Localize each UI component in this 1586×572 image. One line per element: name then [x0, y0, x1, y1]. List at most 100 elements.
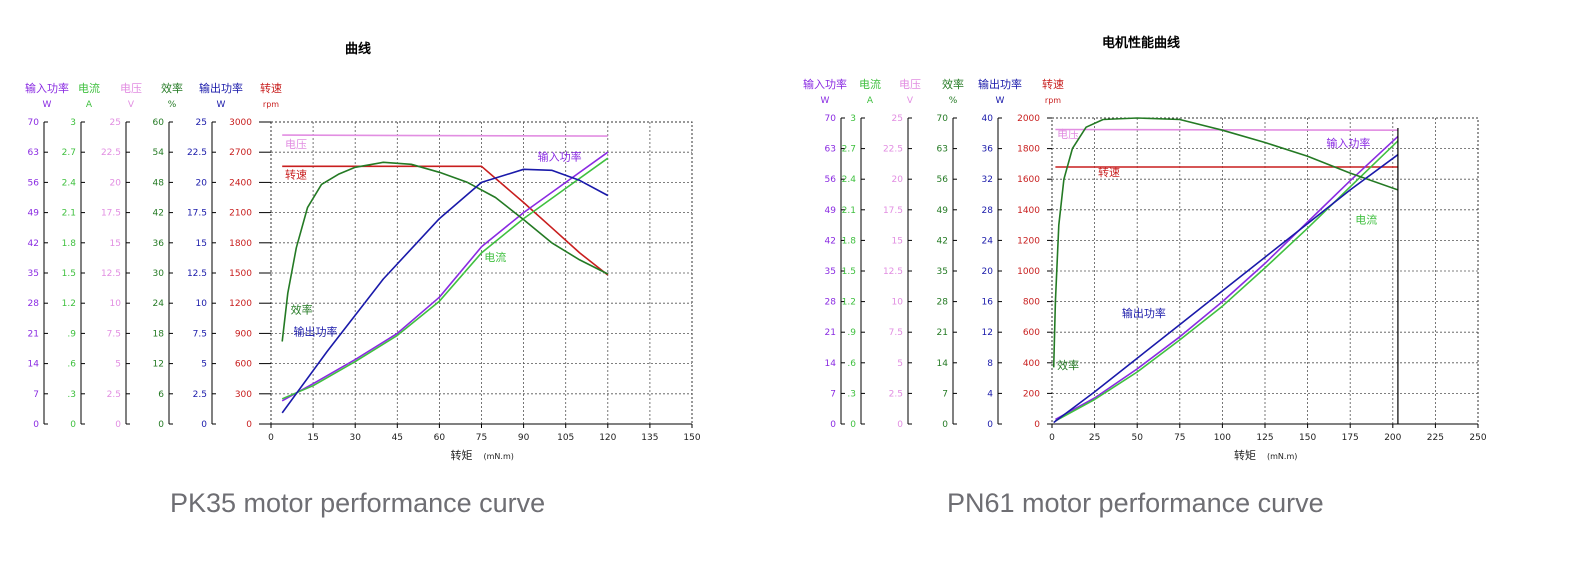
- y-tick-label-voltage: 15: [892, 236, 903, 246]
- y-tick-label-speed: 2700: [229, 148, 252, 158]
- y-tick-label-output_power: 36: [982, 145, 994, 155]
- y-tick-label-voltage: 17.5: [101, 209, 121, 219]
- y-tick-label-efficiency: 7: [942, 389, 948, 399]
- y-tick-label-efficiency: 35: [937, 267, 948, 277]
- y-tick-label-voltage: 22.5: [883, 145, 903, 155]
- y-tick-label-input_power: 70: [28, 118, 40, 128]
- y-tick-label-current: 0: [70, 420, 76, 430]
- y-tick-label-current: .9: [67, 329, 76, 339]
- axis-unit-efficiency: %: [949, 96, 958, 106]
- y-tick-label-input_power: 21: [825, 328, 836, 338]
- y-tick-label-input_power: 7: [33, 390, 39, 400]
- y-tick-label-input_power: 63: [28, 148, 39, 158]
- y-tick-label-voltage: 25: [110, 118, 121, 128]
- y-tick-label-current: 3: [850, 114, 856, 124]
- series-line-output_power: [281, 168, 609, 414]
- x-tick-label: 75: [476, 433, 487, 443]
- series-label-output_power: 输出功率: [293, 324, 337, 338]
- y-tick-label-voltage: 22.5: [101, 148, 121, 158]
- x-tick-label: 225: [1427, 433, 1444, 443]
- y-tick-label-current: .3: [847, 389, 856, 399]
- y-tick-label-input_power: 35: [28, 269, 39, 279]
- y-tick-label-output_power: 22.5: [187, 148, 207, 158]
- x-tick-label: 0: [268, 433, 274, 443]
- y-tick-label-speed: 200: [1023, 389, 1040, 399]
- axis-unit-speed: rpm: [263, 100, 279, 109]
- y-tick-label-speed: 400: [1023, 359, 1040, 369]
- axis-name-speed: 转速: [260, 81, 282, 95]
- y-tick-label-current: 2.1: [842, 206, 856, 216]
- x-axis-unit: (mN.m): [484, 452, 514, 461]
- y-tick-label-output_power: 2.5: [193, 390, 207, 400]
- series-label-speed: 转速: [285, 167, 307, 181]
- x-tick-label: 75: [1174, 433, 1185, 443]
- series-label-voltage: 电压: [1057, 128, 1079, 141]
- y-tick-label-output_power: 12: [982, 328, 993, 338]
- series-line-efficiency: [281, 161, 609, 342]
- y-tick-label-output_power: 10: [196, 299, 208, 309]
- y-tick-label-voltage: 10: [110, 299, 122, 309]
- y-tick-label-input_power: 0: [830, 420, 836, 430]
- pk35-caption: PK35 motor performance curve: [170, 488, 546, 518]
- series-line-input_power: [1055, 135, 1399, 421]
- y-tick-label-efficiency: 18: [153, 329, 165, 339]
- y-tick-label-current: 1.5: [62, 269, 76, 279]
- y-tick-label-input_power: 14: [28, 360, 40, 370]
- y-tick-label-current: .3: [67, 390, 76, 400]
- axis-name-efficiency: 效率: [161, 81, 183, 95]
- y-tick-label-current: 2.4: [62, 178, 77, 188]
- axis-name-voltage: 电压: [120, 82, 142, 95]
- x-axis-label: 转矩: [1234, 448, 1256, 462]
- axis-unit-input_power: W: [821, 96, 830, 106]
- axis-unit-current: A: [86, 100, 93, 110]
- y-tick-label-input_power: 28: [28, 299, 40, 309]
- y-tick-label-output_power: 20: [982, 267, 994, 277]
- y-tick-label-input_power: 28: [825, 298, 837, 308]
- y-tick-label-speed: 1200: [1017, 236, 1040, 246]
- x-tick-label: 135: [641, 433, 658, 443]
- y-tick-label-input_power: 56: [825, 175, 837, 185]
- y-tick-label-speed: 300: [235, 390, 252, 400]
- y-tick-label-current: 1.8: [842, 236, 857, 246]
- y-tick-label-voltage: 2.5: [107, 390, 121, 400]
- y-tick-label-input_power: 14: [825, 359, 837, 369]
- y-tick-label-efficiency: 0: [942, 420, 948, 430]
- y-tick-label-speed: 2100: [229, 209, 252, 219]
- y-tick-label-input_power: 42: [28, 239, 39, 249]
- y-tick-label-speed: 1800: [1017, 145, 1040, 155]
- axis-name-output_power: 输出功率: [978, 77, 1022, 91]
- axis-unit-input_power: W: [43, 100, 52, 110]
- y-tick-label-voltage: 20: [892, 175, 904, 185]
- x-tick-label: 105: [557, 433, 574, 443]
- y-tick-label-output_power: 5: [201, 360, 207, 370]
- x-axis-label: 转矩: [451, 448, 473, 462]
- y-tick-label-speed: 3000: [229, 118, 252, 128]
- axis-name-output_power: 输出功率: [199, 81, 243, 95]
- y-tick-label-efficiency: 56: [937, 175, 949, 185]
- y-tick-label-voltage: 2.5: [889, 389, 903, 399]
- y-tick-label-efficiency: 14: [937, 359, 949, 369]
- y-tick-label-output_power: 0: [987, 420, 993, 430]
- y-tick-label-speed: 900: [235, 329, 252, 339]
- y-tick-label-current: 1.2: [62, 299, 76, 309]
- y-tick-label-input_power: 70: [825, 114, 837, 124]
- x-tick-label: 150: [683, 433, 700, 443]
- axis-unit-speed: rpm: [1045, 96, 1061, 105]
- y-tick-label-voltage: 5: [115, 360, 121, 370]
- y-tick-label-output_power: 7.5: [193, 329, 207, 339]
- y-tick-label-speed: 1800: [229, 239, 252, 249]
- y-tick-label-voltage: 25: [892, 114, 903, 124]
- y-tick-label-voltage: 0: [897, 420, 903, 430]
- axis-name-current: 电流: [859, 77, 881, 91]
- y-tick-label-speed: 2000: [1017, 114, 1040, 124]
- y-tick-label-efficiency: 42: [153, 209, 164, 219]
- y-tick-label-speed: 1000: [1017, 267, 1040, 277]
- y-tick-label-current: .6: [847, 359, 856, 369]
- x-tick-label: 25: [1089, 433, 1100, 443]
- x-tick-label: 250: [1469, 433, 1486, 443]
- axis-unit-voltage: V: [907, 96, 914, 106]
- x-tick-label: 125: [1256, 433, 1273, 443]
- series-label-input_power: 输入功率: [1326, 136, 1370, 150]
- axis-name-input_power: 输入功率: [25, 81, 69, 95]
